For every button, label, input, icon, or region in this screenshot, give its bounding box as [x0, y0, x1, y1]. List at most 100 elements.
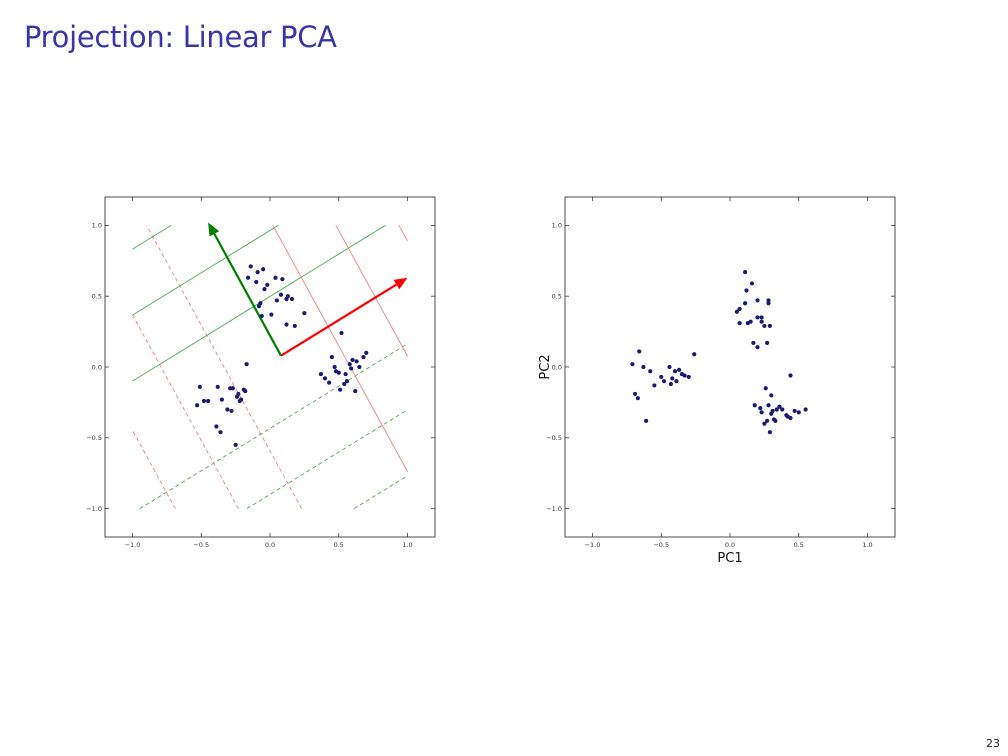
data-point [261, 267, 266, 272]
data-point [652, 383, 657, 388]
pc2-contour-line [139, 343, 408, 510]
y-tick-label: 0.5 [552, 292, 562, 300]
x-axis-label: PC1 [717, 551, 742, 566]
data-point [256, 303, 262, 309]
page-number: 23 [986, 737, 1000, 750]
pc1-contour-line [398, 225, 408, 242]
y-tick-label: −1.0 [86, 505, 102, 513]
data-point [765, 340, 770, 346]
data-point [755, 345, 760, 350]
pc1-contour-line [132, 430, 176, 509]
data-point [349, 366, 354, 371]
data-point [329, 354, 334, 360]
data-point [668, 381, 673, 387]
data-point [692, 352, 697, 357]
contour-lines [132, 224, 408, 510]
data-point [672, 369, 678, 374]
pc1-contour-line [272, 225, 408, 472]
pc1-contour-line [335, 225, 408, 357]
data-point [770, 408, 775, 414]
data-point [342, 381, 347, 387]
data-point [744, 288, 749, 293]
data-point [792, 408, 797, 414]
plot-area [132, 222, 408, 510]
data-point [734, 309, 739, 314]
plot-area [630, 269, 808, 435]
data-point [769, 393, 774, 398]
data-point [292, 323, 297, 329]
data-point [644, 418, 649, 423]
data-point [686, 374, 691, 380]
pc1-arrow [280, 277, 408, 357]
data-point [265, 282, 270, 287]
data-point [755, 298, 760, 303]
data-point [785, 414, 790, 419]
pc2-contour-line [353, 475, 408, 510]
data-point [637, 349, 642, 354]
data-point [332, 364, 337, 370]
data-point [239, 397, 244, 402]
data-point [641, 364, 646, 370]
data-point [767, 323, 772, 329]
y-tick-label: 0.0 [552, 363, 562, 371]
data-point [233, 442, 238, 448]
data-point [661, 379, 667, 384]
data-point [737, 320, 742, 326]
y-tick-label: 0.0 [92, 363, 102, 371]
data-point [255, 269, 260, 275]
data-point [357, 364, 362, 370]
data-point [659, 374, 664, 380]
x-tick-label: 1.0 [402, 541, 412, 549]
data-point [630, 362, 635, 367]
data-point [254, 279, 259, 285]
data-point [259, 313, 264, 319]
data-point [743, 269, 748, 275]
pc2-arrow-shaft [213, 233, 282, 357]
data-point [751, 340, 756, 346]
data-point [635, 396, 640, 401]
data-point [670, 376, 675, 381]
pc2-contour-line [132, 224, 172, 250]
data-point [752, 403, 757, 408]
data-point [774, 407, 779, 412]
data-point [322, 376, 328, 381]
data-point [767, 430, 772, 435]
data-point [762, 323, 767, 329]
data-point [763, 386, 768, 391]
data-point [336, 370, 341, 375]
data-point [759, 319, 764, 324]
data-point [759, 410, 764, 415]
y-tick-label: −0.5 [546, 434, 562, 442]
data-point [289, 296, 295, 302]
data-point [796, 410, 801, 415]
data-point [215, 384, 220, 389]
x-tick-label: −0.5 [653, 541, 669, 549]
data-point [195, 403, 200, 408]
data-point [364, 350, 369, 355]
plot-frame [104, 196, 436, 538]
y-axis-label: PC2 [538, 354, 553, 379]
pc1-contour-line [146, 225, 303, 509]
data-point [743, 301, 748, 306]
y-tick-label: 1.0 [552, 222, 562, 230]
pc2-contour-line [246, 409, 408, 510]
data-point [248, 264, 253, 269]
data-point [278, 292, 284, 297]
x-tick-label: 0.5 [794, 541, 804, 549]
data-point [245, 275, 251, 280]
data-point [677, 367, 682, 372]
slide-title: Projection: Linear PCA [24, 20, 337, 54]
x-tick-label: 0.5 [334, 541, 344, 549]
data-point [766, 403, 771, 408]
data-point [749, 281, 755, 286]
x-tick-label: −1.0 [585, 541, 601, 549]
x-tick-label: 1.0 [862, 541, 872, 549]
pc2-arrow [208, 222, 282, 357]
data-point [236, 391, 241, 397]
data-point [218, 430, 223, 435]
data-point [285, 294, 290, 299]
data-point [339, 330, 344, 336]
data-point [318, 371, 323, 377]
data-point [766, 301, 771, 306]
data-point [206, 398, 211, 404]
